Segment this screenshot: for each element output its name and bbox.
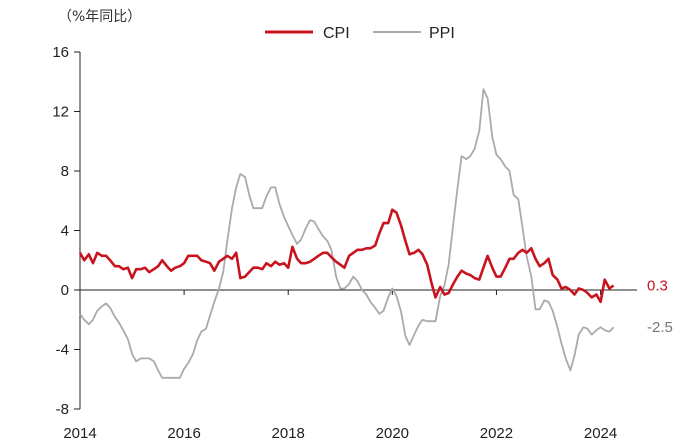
y-tick-label: 12 [52, 104, 69, 121]
x-tick-label: 2024 [584, 425, 617, 442]
series-line-ppi [79, 88, 615, 379]
y-tick-label: -8 [56, 401, 69, 418]
legend-label-ppi: PPI [429, 25, 455, 42]
x-tick-label: 2022 [480, 425, 513, 442]
x-tick-label: 2014 [63, 425, 96, 442]
x-tick-label: 2020 [376, 425, 409, 442]
y-tick-label: 4 [61, 223, 69, 240]
y-tick-label: 8 [61, 163, 69, 180]
x-tick-label: 2018 [272, 425, 305, 442]
y-tick-label: 0 [61, 282, 69, 299]
series-lines [78, 88, 615, 379]
end-label-ppi: -2.5 [647, 319, 673, 336]
end-labels: 0.3 -2.5 [647, 278, 673, 337]
y-tick-label: 16 [52, 44, 69, 61]
end-label-cpi: 0.3 [647, 278, 668, 295]
legend-label-cpi: CPI [323, 25, 350, 42]
x-tick-label: 2016 [167, 425, 200, 442]
legend: CPI PPI [265, 25, 455, 42]
y-tick-label: -4 [56, 342, 69, 359]
axes: -8 -4 0 4 8 12 16 2014 2016 2018 2020 2022 2024 [52, 44, 637, 442]
unit-label: （%年同比） [58, 9, 142, 25]
series-line-cpi [78, 208, 615, 304]
